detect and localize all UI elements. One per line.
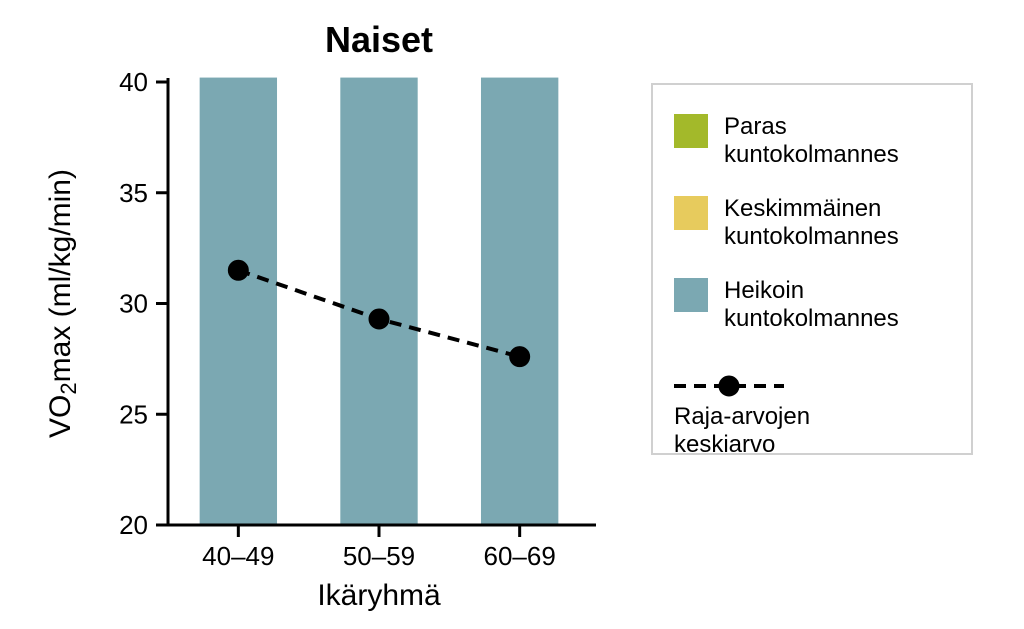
legend-label-paras: Paraskuntokolmannes [724,113,899,168]
y-axis-label: VO2max (ml/kg/min) [44,169,81,438]
x-tick-label: 50–59 [343,541,415,571]
legend-swatch-heikoin [674,278,708,312]
legend-swatch-keski [674,196,708,230]
y-tick-label: 30 [119,289,148,319]
legend-line-label: Raja-arvojenkeskiarvo [674,403,810,458]
legend-line-marker [719,376,739,396]
bar-heikoin-0 [200,78,277,525]
chart-svg: Naiset 20 25 30 35 40 40–49 50–59 60–69 Ikäryhmä V… [0,0,1024,629]
x-tick-label: 40–49 [202,541,274,571]
trend-marker [510,347,530,367]
y-tick-label: 25 [119,399,148,429]
y-tick-label: 35 [119,178,148,208]
x-axis-label: Ikäryhmä [317,579,441,612]
y-tick-label: 40 [119,67,148,97]
y-tick-label: 20 [119,510,148,540]
chart-title: Naiset [325,19,433,60]
trend-marker [228,260,248,280]
legend-swatch-paras [674,114,708,148]
bar-heikoin-1 [340,78,417,525]
bar-heikoin-2 [481,78,558,525]
trend-marker [369,309,389,329]
legend-label-keski: Keskimmäinenkuntokolmannes [724,195,899,250]
x-tick-label: 60–69 [484,541,556,571]
legend-label-heikoin: Heikoinkuntokolmannes [724,277,899,332]
chart-container: Naiset 20 25 30 35 40 40–49 50–59 60–69 Ikäryhmä V… [0,0,1024,629]
